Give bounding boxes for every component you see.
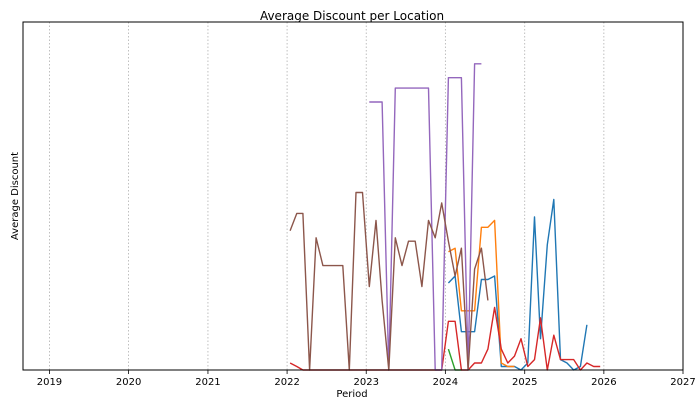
x-tick-label: 2024 — [433, 377, 458, 388]
x-tick-label: 2022 — [274, 377, 299, 388]
x-tick-label: 2027 — [670, 377, 695, 388]
x-tick-label: 2019 — [37, 377, 62, 388]
chart-title: Average Discount per Location — [260, 9, 444, 23]
plot-frame — [22, 21, 684, 371]
x-tick-label: 2020 — [116, 377, 141, 388]
x-axis-label: Period — [336, 389, 367, 400]
series-line-1 — [447, 198, 588, 371]
x-tick-label: 2021 — [195, 377, 220, 388]
y-axis-label: Average Discount — [10, 152, 21, 240]
x-tick-label: 2026 — [591, 377, 616, 388]
x-tick-label: 2025 — [512, 377, 537, 388]
series-line-2 — [448, 219, 515, 368]
x-tick-label: 2023 — [353, 377, 378, 388]
x-axis-ticks: 2019 2020 2021 2022 2023 2024 2025 2026 2027 — [37, 370, 696, 388]
series-line-5 — [369, 63, 482, 371]
